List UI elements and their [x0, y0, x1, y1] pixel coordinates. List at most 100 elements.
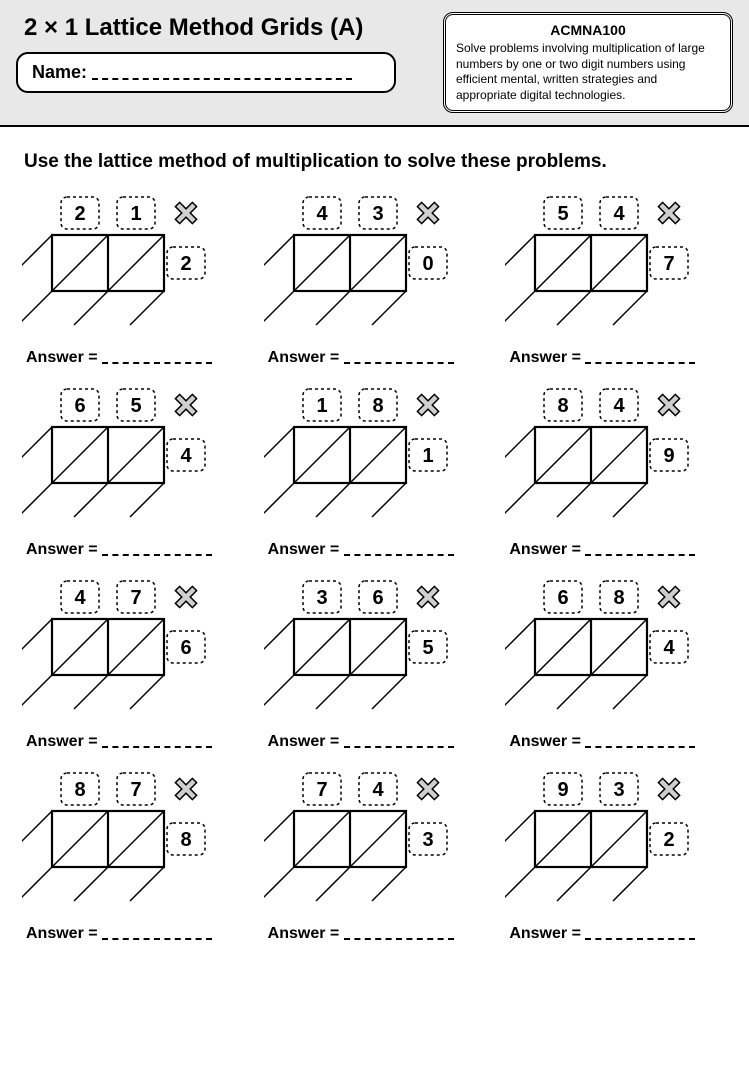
svg-text:8: 8 — [558, 395, 569, 417]
svg-text:7: 7 — [664, 253, 675, 275]
answer-label: Answer = — [268, 925, 340, 942]
svg-text:8: 8 — [614, 587, 625, 609]
lattice-svg: 7 4 3 — [264, 769, 479, 919]
top-digit-1: 3 — [303, 581, 341, 613]
svg-text:8: 8 — [372, 395, 383, 417]
answer-label: Answer = — [268, 349, 340, 366]
svg-text:4: 4 — [74, 587, 86, 609]
multiply-icon — [652, 388, 686, 422]
lattice-svg: 4 7 6 — [22, 577, 237, 727]
multiply-icon — [652, 772, 686, 806]
svg-text:9: 9 — [558, 779, 569, 801]
answer-input-line[interactable] — [585, 928, 695, 940]
svg-text:7: 7 — [316, 779, 327, 801]
carry-lines — [505, 427, 647, 517]
answer-label: Answer = — [268, 541, 340, 558]
answer-label: Answer = — [509, 733, 581, 750]
svg-text:0: 0 — [422, 253, 433, 275]
svg-text:9: 9 — [664, 445, 675, 467]
answer-row: Answer = — [268, 541, 479, 559]
lattice-grid — [52, 235, 164, 291]
problems-grid: 2 1 2 Answer = 4 3 0 — [22, 193, 727, 943]
answer-input-line[interactable] — [102, 544, 212, 556]
multiply-icon — [169, 772, 203, 806]
carry-lines — [505, 235, 647, 325]
lattice-svg: 5 4 7 — [505, 193, 720, 343]
top-digit-2: 4 — [600, 389, 638, 421]
top-digit-2: 6 — [359, 581, 397, 613]
problem: 3 6 5 Answer = — [264, 577, 479, 751]
svg-text:6: 6 — [372, 587, 383, 609]
top-digit-1: 4 — [303, 197, 341, 229]
svg-text:5: 5 — [558, 203, 569, 225]
answer-input-line[interactable] — [585, 736, 695, 748]
svg-text:4: 4 — [614, 395, 626, 417]
multiply-icon — [411, 388, 445, 422]
side-digit: 7 — [650, 247, 688, 279]
carry-lines — [22, 235, 164, 325]
answer-input-line[interactable] — [344, 544, 454, 556]
top-digit-2: 7 — [117, 581, 155, 613]
answer-row: Answer = — [268, 733, 479, 751]
top-digit-1: 4 — [61, 581, 99, 613]
svg-text:6: 6 — [180, 637, 191, 659]
svg-text:3: 3 — [422, 829, 433, 851]
svg-text:4: 4 — [664, 637, 676, 659]
multiply-icon — [411, 580, 445, 614]
answer-input-line[interactable] — [102, 928, 212, 940]
svg-text:1: 1 — [130, 203, 141, 225]
answer-input-line[interactable] — [585, 352, 695, 364]
problem: 6 5 4 Answer = — [22, 385, 237, 559]
problem: 7 4 3 Answer = — [264, 769, 479, 943]
problem: 8 4 9 Answer = — [505, 385, 720, 559]
answer-input-line[interactable] — [585, 544, 695, 556]
multiply-icon — [169, 580, 203, 614]
answer-input-line[interactable] — [102, 736, 212, 748]
svg-text:5: 5 — [422, 637, 433, 659]
svg-text:7: 7 — [130, 779, 141, 801]
answer-input-line[interactable] — [102, 352, 212, 364]
top-digit-1: 8 — [61, 773, 99, 805]
top-digit-1: 2 — [61, 197, 99, 229]
curriculum-box: ACMNA100 Solve problems involving multip… — [443, 12, 733, 113]
lattice-svg: 6 8 4 — [505, 577, 720, 727]
answer-label: Answer = — [509, 541, 581, 558]
lattice-svg: 1 8 1 — [264, 385, 479, 535]
answer-input-line[interactable] — [344, 928, 454, 940]
problem: 9 3 2 Answer = — [505, 769, 720, 943]
answer-label: Answer = — [26, 541, 98, 558]
answer-label: Answer = — [26, 733, 98, 750]
page-title: 2 × 1 Lattice Method Grids (A) — [24, 14, 429, 42]
top-digit-2: 4 — [600, 197, 638, 229]
answer-row: Answer = — [509, 733, 720, 751]
svg-text:6: 6 — [74, 395, 85, 417]
carry-lines — [264, 427, 406, 517]
problem: 4 7 6 Answer = — [22, 577, 237, 751]
side-digit: 1 — [409, 439, 447, 471]
lattice-svg: 9 3 2 — [505, 769, 720, 919]
carry-lines — [505, 619, 647, 709]
side-digit: 8 — [167, 823, 205, 855]
instruction-text: Use the lattice method of multiplication… — [24, 151, 725, 173]
svg-text:4: 4 — [614, 203, 626, 225]
carry-lines — [505, 811, 647, 901]
lattice-grid — [535, 619, 647, 675]
answer-input-line[interactable] — [344, 352, 454, 364]
lattice-svg: 8 4 9 — [505, 385, 720, 535]
answer-input-line[interactable] — [344, 736, 454, 748]
top-digit-1: 7 — [303, 773, 341, 805]
multiply-icon — [411, 196, 445, 230]
answer-row: Answer = — [509, 541, 720, 559]
side-digit: 2 — [650, 823, 688, 855]
problem: 8 7 8 Answer = — [22, 769, 237, 943]
svg-text:4: 4 — [180, 445, 192, 467]
carry-lines — [22, 427, 164, 517]
top-digit-2: 8 — [359, 389, 397, 421]
multiply-icon — [411, 772, 445, 806]
svg-text:2: 2 — [74, 203, 85, 225]
side-digit: 3 — [409, 823, 447, 855]
name-input-line[interactable] — [92, 66, 352, 80]
lattice-grid — [294, 427, 406, 483]
svg-text:5: 5 — [130, 395, 141, 417]
lattice-grid — [294, 619, 406, 675]
